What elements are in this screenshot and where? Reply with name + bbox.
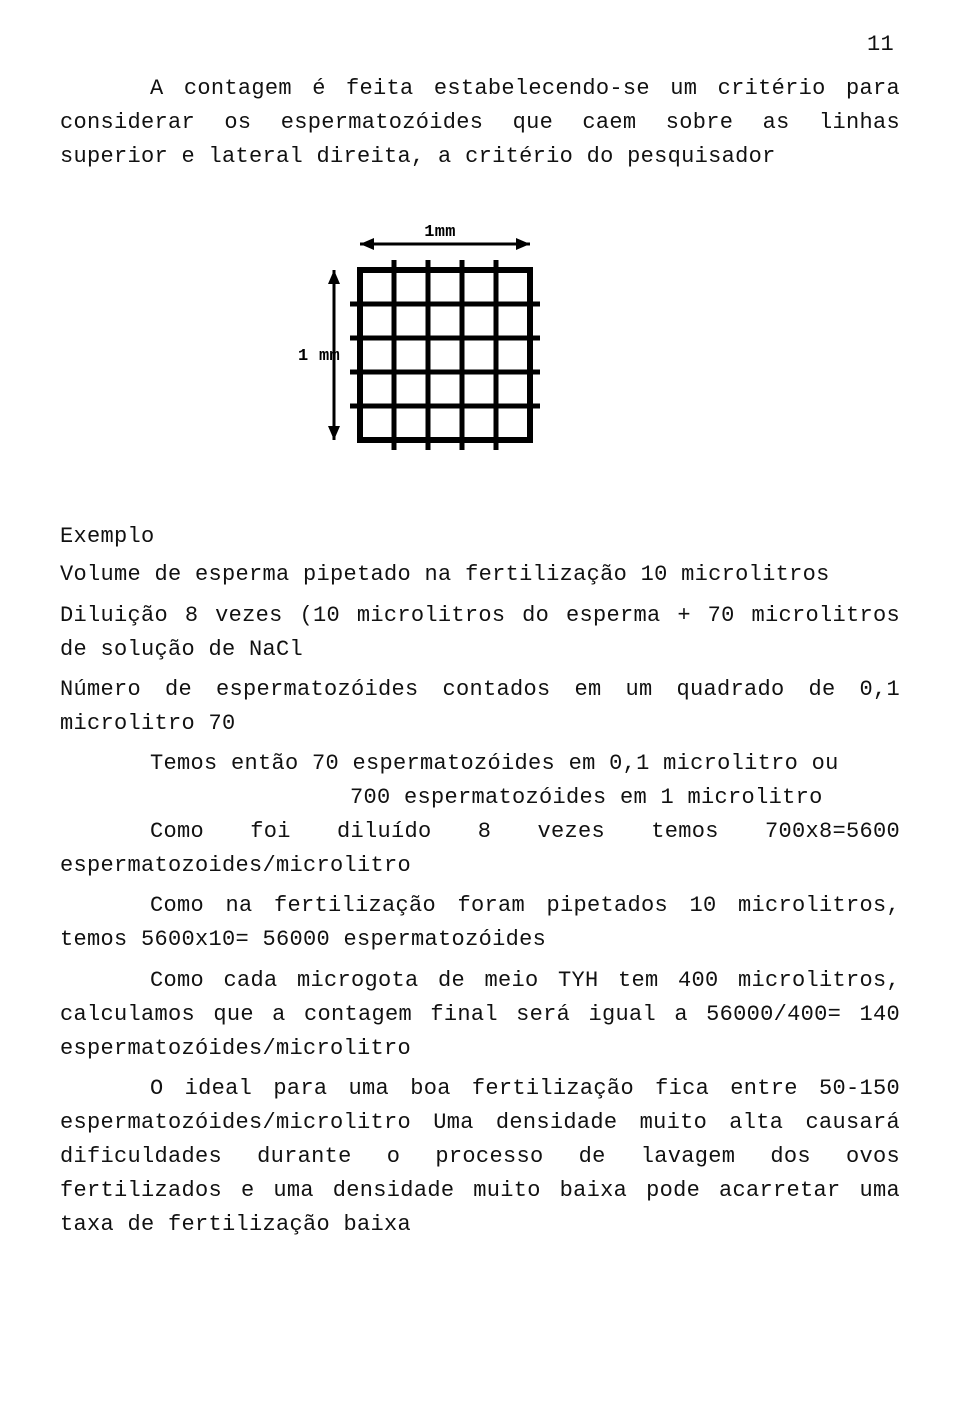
example-line-9: O ideal para uma boa fertilização fica e…: [60, 1072, 900, 1242]
top-label: 1mm: [424, 223, 456, 242]
left-dimension: 1 mm: [298, 270, 340, 440]
example-line-6: Como foi diluído 8 vezes temos 700x8=560…: [60, 815, 900, 883]
example-heading: Exemplo: [60, 520, 900, 554]
example-line-5: 700 espermatozóides em 1 microlitro: [60, 781, 900, 815]
example-line-2: Diluição 8 vezes (10 microlitros do espe…: [60, 599, 900, 667]
page: 11 A contagem é feita estabelecendo-se u…: [0, 0, 960, 1288]
counting-grid-figure: 1mm 1 mm: [60, 220, 900, 460]
left-label: 1 mm: [298, 347, 340, 366]
example-line-1: Volume de esperma pipetado na fertilizaç…: [60, 558, 900, 592]
grid-frame: [360, 270, 530, 440]
example-line-3: Número de espermatozóides contados em um…: [60, 673, 900, 741]
page-number: 11: [60, 28, 900, 62]
top-dimension: 1mm: [360, 223, 530, 250]
grid-diagram: 1mm 1 mm: [290, 220, 550, 460]
example-line-7: Como na fertilização foram pipetados 10 …: [60, 889, 900, 957]
example-line-8: Como cada microgota de meio TYH tem 400 …: [60, 964, 900, 1066]
intro-paragraph: A contagem é feita estabelecendo-se um c…: [60, 72, 900, 174]
grid-lines: [350, 260, 540, 450]
example-line-4: Temos então 70 espermatozóides em 0,1 mi…: [60, 747, 900, 781]
